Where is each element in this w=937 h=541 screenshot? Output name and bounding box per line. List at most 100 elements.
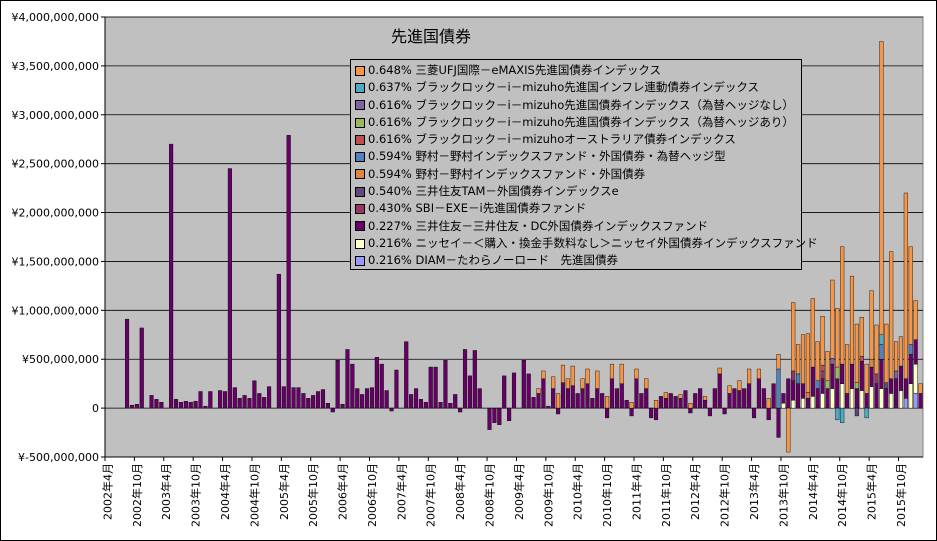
legend-item: 0.637% ブラックロック－i－mizuho先進国インフレ連動債券インデックス: [355, 79, 797, 96]
bar-segment: [595, 388, 600, 409]
bar-segment: [237, 398, 242, 409]
bar-segment: [580, 388, 585, 409]
bar-segment: [761, 388, 766, 409]
x-tick-label: 2007年10月: [424, 463, 438, 527]
legend-item: 0.648% 三菱UFJ国際－eMAXIS先進国債券インデックス: [355, 62, 797, 79]
bar-segment: [222, 391, 228, 409]
bar-segment: [443, 360, 448, 409]
chart-title: 先進国債券: [391, 27, 472, 46]
bar-segment: [835, 366, 840, 379]
x-tick-label: 2011年4月: [629, 463, 643, 520]
bar-segment: [340, 404, 345, 409]
x-tick-label: 2006年10月: [365, 463, 379, 527]
bar-segment: [830, 388, 835, 409]
bar-segment: [840, 383, 845, 409]
bar-segment: [854, 323, 859, 383]
bar-segment: [609, 363, 615, 379]
bar-segment: [560, 382, 566, 409]
bar-segment: [634, 378, 639, 409]
bar-segment: [879, 344, 884, 360]
bar-segment: [276, 273, 281, 409]
bar-segment: [879, 388, 884, 409]
bar-segment: [629, 402, 634, 409]
legend-swatch: [355, 204, 365, 215]
bar-segment: [859, 356, 864, 362]
y-tick-label: ¥-500,000,000: [18, 451, 99, 464]
x-tick-label: 2003年4月: [159, 463, 173, 520]
legend-item: 0.616% ブラックロック－i－mizuho先進国債券インデックス（為替ヘッジ…: [355, 97, 797, 114]
x-tick-label: 2014年4月: [806, 463, 820, 520]
x-tick-label: 2004年4月: [218, 463, 232, 520]
bar-segment: [918, 383, 923, 394]
bar-segment: [854, 407, 859, 417]
bar-segment: [232, 387, 237, 409]
bar-segment: [188, 402, 193, 409]
bar-segment: [776, 407, 781, 438]
bar-segment: [663, 392, 668, 399]
bar-segment: [247, 398, 252, 409]
y-tick-label: ¥500,000,000: [22, 353, 99, 366]
bar-segment: [894, 370, 899, 379]
bar-segment: [605, 396, 610, 409]
bar-segment: [183, 401, 188, 409]
legend-item: 0.594% 野村－野村インデックスファンド・外国債券: [355, 166, 797, 183]
bar-segment: [458, 407, 463, 413]
bar-segment: [835, 407, 840, 421]
bar-segment: [727, 393, 732, 409]
bar-segment: [786, 407, 791, 453]
bar-segment: [536, 393, 541, 409]
bar-segment: [712, 388, 717, 409]
bar-segment: [663, 398, 668, 409]
bar-segment: [472, 350, 477, 409]
x-tick-label: 2005年10月: [306, 463, 320, 527]
bar-segment: [825, 388, 830, 409]
bar-segment: [874, 324, 879, 375]
x-tick-label: 2002年4月: [100, 463, 114, 520]
bar-segment: [869, 290, 874, 360]
legend-swatch: [355, 221, 365, 232]
bar-segment: [448, 403, 453, 409]
bar-segment: [781, 393, 786, 404]
bar-segment: [894, 341, 899, 372]
bar-segment: [541, 378, 546, 409]
bar-segment: [678, 398, 683, 409]
bar-segment: [889, 393, 894, 409]
legend-label: 0.616% ブラックロック－i－mizuhoオーストラリア債券インデックス: [368, 132, 736, 147]
bar-segment: [668, 393, 673, 409]
bar-segment: [565, 378, 570, 389]
bar-segment: [815, 388, 820, 409]
x-tick-label: 2002年10月: [130, 463, 144, 527]
x-tick-label: 2005年4月: [277, 463, 291, 520]
bar-segment: [438, 402, 443, 409]
bar-segment: [551, 388, 556, 409]
bar-segment: [820, 393, 825, 409]
bar-segment: [756, 378, 761, 409]
bar-segment: [208, 391, 213, 409]
bar-segment: [173, 399, 179, 409]
legend-item: 0.540% 三井住友TAM－外国債券インデックスe: [355, 183, 797, 200]
bar-segment: [325, 403, 330, 409]
bar-segment: [820, 316, 825, 366]
bar-segment: [546, 405, 551, 409]
bar-segment: [570, 365, 575, 386]
legend-label: 0.430% SBI－EXE－i先進国債券ファンド: [368, 201, 587, 216]
legend-label: 0.216% DIAM－たわらノーロード 先進国債券: [368, 253, 619, 268]
bar-segment: [134, 404, 139, 409]
x-tick-label: 2015年4月: [865, 463, 879, 520]
legend-swatch: [355, 82, 365, 93]
bar-segment: [507, 407, 512, 422]
bar-segment: [722, 407, 727, 415]
bar-segment: [556, 407, 561, 415]
bar-segment: [845, 393, 850, 409]
bar-segment: [330, 407, 335, 413]
bar-segment: [825, 351, 830, 381]
bar-segment: [619, 363, 624, 384]
bar-segment: [178, 402, 183, 409]
bar-segment: [756, 368, 761, 379]
legend-label: 0.594% 野村－野村インデックスファンド・外国債券・為替ヘッジ型: [368, 149, 726, 164]
legend-label: 0.637% ブラックロック－i－mizuho先進国インフレ連動債券インデックス: [368, 80, 760, 95]
y-tick-label: ¥3,000,000,000: [12, 109, 99, 122]
bar-segment: [835, 308, 840, 368]
bar-segment: [869, 359, 874, 368]
bar-segment: [747, 368, 752, 384]
